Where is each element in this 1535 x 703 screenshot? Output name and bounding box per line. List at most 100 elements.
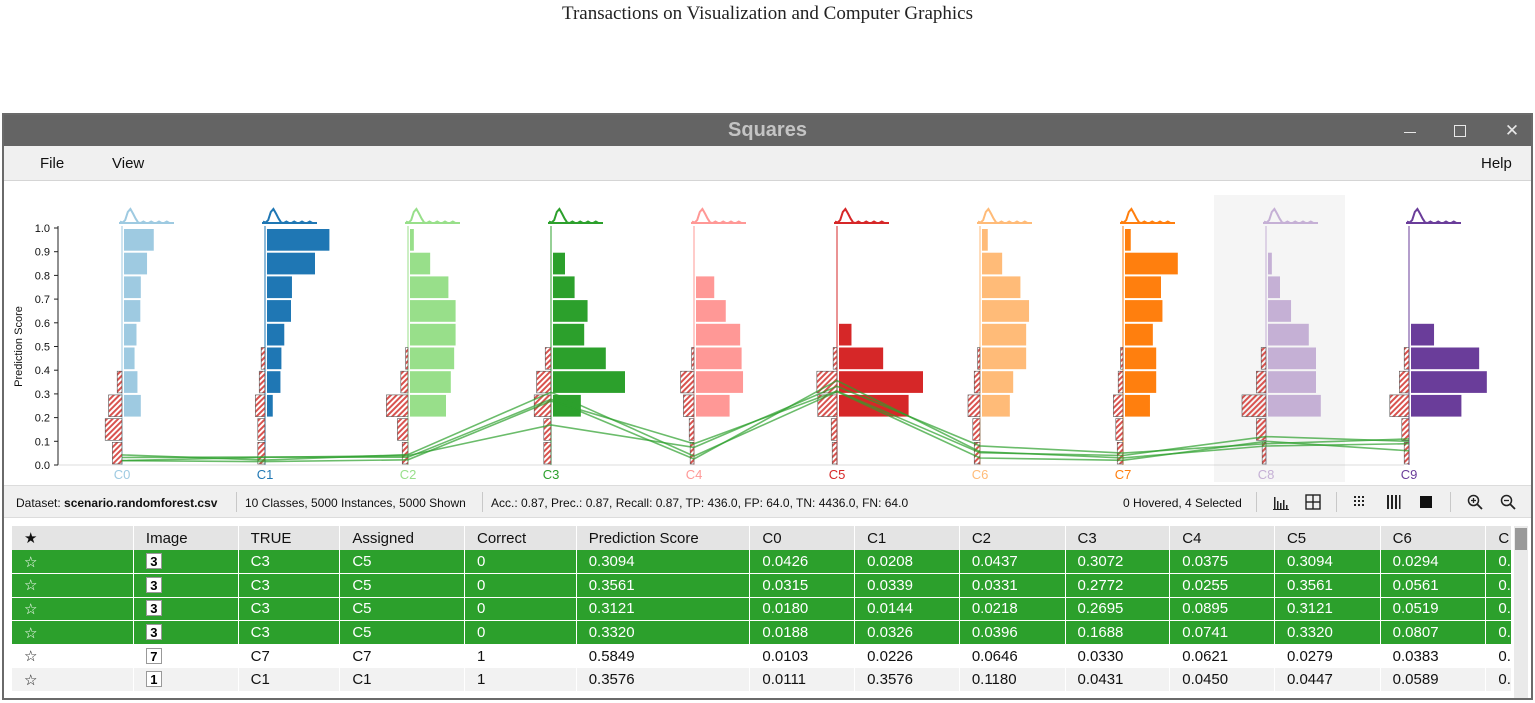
zoom-in-icon[interactable] [1466, 493, 1484, 511]
column-header[interactable]: Image [133, 526, 239, 550]
tp-bar [267, 276, 292, 299]
digit-thumbnail: 3 [133, 573, 239, 598]
class-score-cell: 0.0426 [749, 550, 856, 575]
column-header[interactable]: C5 [1274, 526, 1381, 550]
status-divider [482, 492, 483, 512]
fp-bar [116, 370, 123, 394]
class-sparkline [119, 207, 172, 225]
class-score-cell: 0.2772 [1065, 573, 1171, 598]
correct-flag: 0 [464, 573, 577, 598]
bars-icon[interactable] [1384, 493, 1402, 511]
tp-bar [410, 371, 451, 393]
correct-flag: 1 [464, 667, 577, 693]
tp-bar [1268, 394, 1321, 417]
tp-bar [1411, 323, 1435, 346]
column-header[interactable]: C4 [1169, 526, 1275, 550]
class-score-cell: 0.0895 [1169, 597, 1275, 622]
tp-bar [410, 347, 455, 370]
table-row[interactable]: ☆ 3 C3 C5 0 0.3561 0.0315 0.0339 0.0331 0.2772 0.0… [12, 573, 1512, 598]
star-toggle[interactable]: ☆ [12, 644, 134, 669]
star-toggle[interactable]: ☆ [12, 550, 134, 575]
tp-bar [124, 323, 137, 346]
journal-header: Transactions on Visualization and Comput… [562, 3, 973, 24]
fp-bar [1241, 394, 1267, 417]
scrollbar-thumb[interactable] [1515, 528, 1527, 550]
close-icon[interactable]: ✕ [1504, 121, 1520, 140]
fp-bar [1399, 370, 1410, 394]
digit-image: 3 [145, 600, 162, 617]
menu-file[interactable]: File [40, 155, 65, 172]
correct-flag: 1 [464, 644, 577, 669]
star-toggle[interactable]: ☆ [12, 573, 134, 598]
squares-chart-svg[interactable]: 0.0 0.1 0.2 0.3 0.4 0.5 0.6 0.7 0.8 0.9 1.0 Predict… [4, 181, 1531, 484]
table-row[interactable]: ☆ 1 C1 C1 1 0.3576 0.0111 0.3576 0.1180 0.0431 0.0… [12, 667, 1512, 693]
star-toggle[interactable]: ☆ [12, 597, 134, 622]
fp-bar [543, 418, 552, 441]
fp-bar [977, 347, 981, 370]
table-row[interactable]: ☆ 3 C3 C5 0 0.3320 0.0188 0.0326 0.0396 0.1688 0.0… [12, 620, 1512, 645]
column-header[interactable]: C2 [959, 526, 1066, 550]
fp-bar [536, 370, 552, 394]
class-score-cell: 0.0208 [854, 550, 960, 575]
fp-bar [1260, 347, 1267, 370]
class-score-cell: 0.3094 [1274, 550, 1381, 575]
grid-icon[interactable] [1304, 493, 1322, 511]
squares-chart[interactable]: 0.0 0.1 0.2 0.3 0.4 0.5 0.6 0.7 0.8 0.9 1.0 Predict… [4, 181, 1531, 484]
column-header[interactable]: C6 [1380, 526, 1487, 550]
square-icon[interactable] [1417, 493, 1435, 511]
fp-bar [1120, 347, 1124, 370]
zoom-out-icon[interactable] [1499, 493, 1517, 511]
class-label: C6 [972, 467, 989, 482]
table-scrollbar[interactable] [1514, 526, 1528, 698]
column-header[interactable]: Prediction Score [576, 526, 751, 550]
tp-bar [982, 371, 1014, 393]
star-toggle[interactable]: ☆ [12, 667, 134, 693]
maximize-icon[interactable] [1448, 120, 1472, 142]
fp-bar [1389, 394, 1410, 417]
class-score-cell: 0. [1485, 620, 1512, 645]
class-score-cell: 0.1180 [959, 667, 1066, 693]
class-score-cell: 0.0396 [959, 620, 1066, 645]
column-header[interactable]: Correct [464, 526, 577, 550]
dataset-label: Dataset: [16, 496, 65, 510]
class-score-cell: 0.1688 [1065, 620, 1171, 645]
table-row[interactable]: ☆ 3 C3 C5 0 0.3094 0.0426 0.0208 0.0437 0.3072 0.0… [12, 550, 1512, 575]
class-score-cell: 0.3576 [854, 667, 960, 693]
column-header[interactable]: C1 [854, 526, 960, 550]
column-header[interactable]: Assigned [339, 526, 465, 550]
fp-bar [401, 441, 409, 465]
table-row[interactable]: ☆ 3 C3 C5 0 0.3121 0.0180 0.0144 0.0218 0.2695 0.0… [12, 597, 1512, 622]
y-tick-label: 0.6 [35, 318, 50, 330]
assigned-label: C7 [339, 644, 465, 669]
menu-view[interactable]: View [112, 155, 145, 172]
fp-bar [1256, 370, 1267, 394]
fp-bar [400, 370, 409, 394]
histogram-icon[interactable] [1272, 493, 1290, 511]
tp-bar [267, 347, 282, 370]
fp-bar [1401, 418, 1410, 441]
fp-bar [1115, 418, 1124, 441]
column-header[interactable]: ★ [12, 526, 134, 550]
class-score-cell: 0.0180 [749, 597, 856, 622]
column-header[interactable]: C [1485, 526, 1512, 550]
y-axis-label: Prediction Score [13, 306, 25, 387]
dots-icon[interactable] [1351, 493, 1369, 511]
class-score-cell: 0.0519 [1380, 597, 1487, 622]
class-score-cell: 0.0103 [749, 644, 856, 669]
table-row[interactable]: ☆ 7 C7 C7 1 0.5849 0.0103 0.0226 0.0646 0.0330 0.0… [12, 644, 1512, 669]
class-score-cell: 0.0450 [1169, 667, 1275, 693]
fp-bar [260, 347, 266, 370]
class-score-cell: 0.0279 [1274, 644, 1381, 669]
column-header[interactable]: C3 [1065, 526, 1171, 550]
fp-bar [544, 347, 552, 370]
class-score-cell: 0. [1485, 573, 1512, 598]
correct-flag: 0 [464, 597, 577, 622]
tp-bar [553, 323, 585, 346]
column-header[interactable]: C0 [749, 526, 856, 550]
status-divider [1450, 492, 1451, 512]
menu-help[interactable]: Help [1481, 155, 1512, 172]
tp-bar [124, 347, 135, 370]
star-toggle[interactable]: ☆ [12, 620, 134, 645]
column-header[interactable]: TRUE [238, 526, 341, 550]
minimize-icon[interactable] [1398, 120, 1422, 142]
